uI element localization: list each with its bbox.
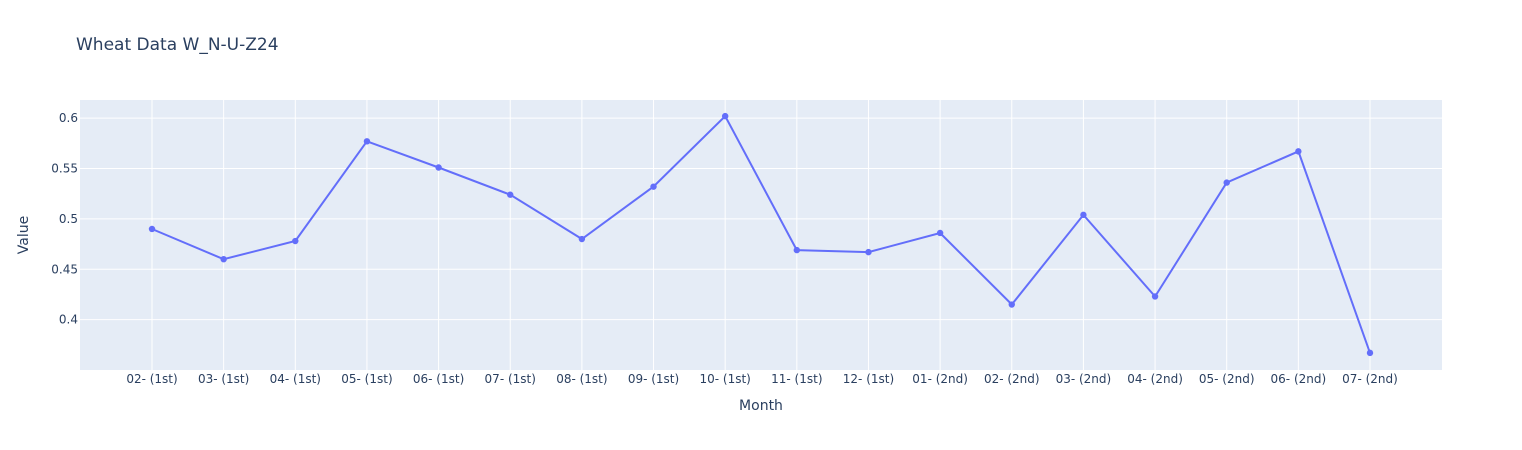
- data-point: [148, 225, 156, 233]
- data-point: [793, 246, 801, 254]
- chart-title: Wheat Data W_N-U-Z24: [76, 35, 279, 55]
- series-line: [151, 114, 1371, 354]
- data-point: [292, 237, 299, 245]
- x-tick-label: 10- (1st): [699, 372, 750, 386]
- x-tick-label: 05- (2nd): [1199, 372, 1255, 386]
- x-tick-label: 08- (1st): [556, 372, 607, 386]
- x-tick-label: 11- (1st): [771, 372, 822, 386]
- x-tick-label: 12- (1st): [843, 372, 894, 386]
- gridlines: [80, 100, 1442, 370]
- x-tick-label: 02- (2nd): [984, 372, 1040, 386]
- y-axis-ticks: 0.4 0.45 0.5 0.55 0.6: [51, 111, 78, 326]
- x-tick-label: 09- (1st): [628, 372, 679, 386]
- x-axis-ticks: 02- (1st) 03- (1st) 04- (1st) 05- (1st) 06- …: [126, 372, 1398, 386]
- data-point: [650, 183, 657, 190]
- x-tick-label: 04- (2nd): [1127, 372, 1183, 386]
- x-tick-label: 01- (2nd): [912, 372, 968, 386]
- data-point: [1366, 349, 1374, 357]
- series-points: [148, 112, 1374, 357]
- x-tick-label: 03- (1st): [198, 372, 249, 386]
- data-point: [507, 191, 514, 198]
- data-point: [1008, 301, 1015, 308]
- x-axis-title: Month: [739, 398, 783, 414]
- x-tick-label: 02- (1st): [126, 372, 177, 386]
- x-tick-label: 06- (1st): [413, 372, 464, 386]
- y-tick-label: 0.55: [51, 162, 78, 176]
- y-axis-title: Value: [16, 216, 32, 254]
- x-tick-label: 07- (1st): [485, 372, 536, 386]
- data-point: [865, 248, 872, 256]
- data-point: [220, 255, 227, 263]
- y-tick-label: 0.4: [59, 313, 78, 327]
- x-tick-label: 03- (2nd): [1056, 372, 1112, 386]
- data-point: [363, 138, 371, 145]
- data-point: [936, 229, 944, 237]
- y-tick-label: 0.6: [59, 111, 78, 125]
- data-point: [1080, 211, 1087, 219]
- x-tick-label: 04- (1st): [270, 372, 321, 386]
- data-point: [1151, 293, 1159, 300]
- data-point: [435, 164, 442, 171]
- x-tick-label: 05- (1st): [341, 372, 392, 386]
- x-tick-label: 06- (2nd): [1271, 372, 1327, 386]
- y-tick-label: 0.5: [59, 212, 78, 226]
- y-tick-label: 0.45: [51, 262, 78, 276]
- x-tick-label: 07- (2nd): [1342, 372, 1398, 386]
- data-point: [1223, 179, 1230, 186]
- data-point: [1295, 148, 1302, 155]
- data-point: [578, 235, 586, 243]
- plot-area: [80, 100, 1442, 370]
- data-point: [721, 112, 729, 120]
